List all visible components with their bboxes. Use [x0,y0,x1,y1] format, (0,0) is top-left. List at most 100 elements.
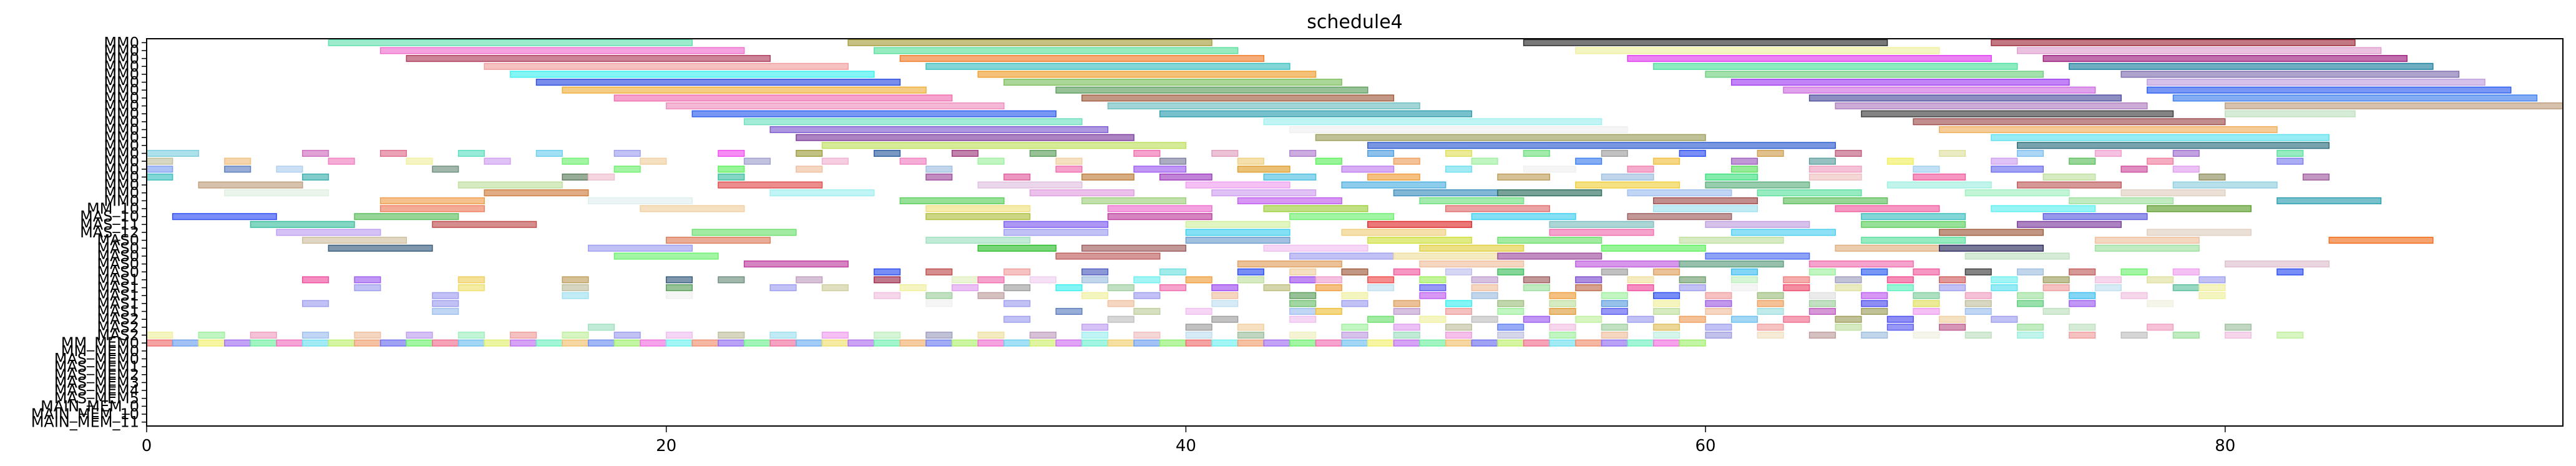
task-bar [1289,331,1317,339]
task-bar [1601,244,1706,252]
task-bar [718,339,745,347]
task-bar [1757,300,1784,307]
task-bar [977,339,1005,347]
task-bar [1341,166,1395,173]
task-bar [1939,126,2278,134]
task-bar [1730,276,1759,284]
task-bar [1601,300,1628,307]
task-bar [1211,315,1239,323]
task-bar [1445,307,1473,315]
task-bar [1705,181,1810,189]
task-bar [821,142,1187,149]
task-bar [1575,47,1940,54]
task-bar [613,149,641,157]
task-bar [406,339,433,347]
task-bar [1237,339,1264,347]
task-bar [432,221,537,228]
task-bar [1237,331,1264,339]
task-bar [510,339,537,347]
task-bar [562,173,589,181]
task-bar [1835,149,1862,157]
task-bar [2120,292,2148,299]
task-bar [1289,268,1317,275]
y-tick-label: MM0 [104,152,139,170]
task-bar [1003,173,1031,181]
y-tick-label: MM0 [104,184,139,202]
task-bar [1653,300,1681,307]
task-bar [484,339,511,347]
task-bar [588,244,693,252]
task-bar [1964,307,1992,315]
task-bar [1445,339,1473,347]
task-bar [146,149,200,157]
task-bar [1107,315,1134,323]
task-bar [1263,205,1368,212]
task-bar [1445,324,1473,331]
task-bar [1549,292,1576,299]
task-bar [1029,189,1134,197]
task-bar [1939,149,1966,157]
y-tick-label: MM0 [104,42,139,59]
task-bar [354,276,381,284]
task-bar [1861,221,1966,228]
task-bar [484,62,849,70]
task-bar [588,173,615,181]
task-bar [951,276,979,284]
task-bar [2276,268,2304,275]
y-tick-label: MM0 [104,137,139,154]
task-bar [1523,284,1550,292]
task-bar [1497,307,1525,315]
task-bar [1549,229,1654,236]
task-bar [1861,292,1888,299]
task-bar [2094,276,2122,284]
task-bar [2276,157,2304,165]
task-bar [769,126,1109,134]
task-bar [302,237,407,244]
task-bar [588,324,615,331]
task-bar [1913,268,1940,275]
y-tick-label: MAS_MEM5 [54,390,139,407]
task-bar [328,244,433,252]
task-bar [588,339,615,347]
task-bar [1653,292,1681,299]
task-bar [1367,221,1473,228]
task-bar [1523,39,1888,46]
task-bar [2016,292,2044,299]
task-bar [2120,268,2148,275]
task-bar [1549,339,1576,347]
task-bar [2120,71,2460,78]
task-bar [457,149,485,157]
task-bar [769,284,797,292]
task-bar [1601,173,1654,181]
task-bar [718,276,745,284]
task-bar [1341,181,1447,189]
task-bar [1159,284,1187,292]
task-bar [1263,173,1317,181]
task-bar [2016,47,2382,54]
task-bar [1808,260,1914,268]
task-bar [2094,284,2122,292]
task-bar [379,205,485,212]
task-bar [379,197,485,204]
task-bar [1808,173,1862,181]
task-bar [1964,292,1992,299]
task-bar [2042,276,2070,284]
task-bar [1185,181,1290,189]
task-bar [2016,300,2044,307]
task-bar [821,284,849,292]
task-bar [1783,284,1810,292]
task-bar [1185,229,1290,236]
task-bar [1679,315,1706,323]
task-bar [1549,221,1654,228]
y-tick-label: MM0 [104,89,139,107]
y-tick-label: MM0 [104,50,139,67]
task-bar [1367,173,1420,181]
task-bar [1055,339,1083,347]
task-bar [665,284,693,292]
task-bar [2094,244,2200,252]
task-bar [743,339,771,347]
task-bar [874,339,901,347]
task-bar [250,331,277,339]
y-tick-label: MM0 [104,144,139,162]
